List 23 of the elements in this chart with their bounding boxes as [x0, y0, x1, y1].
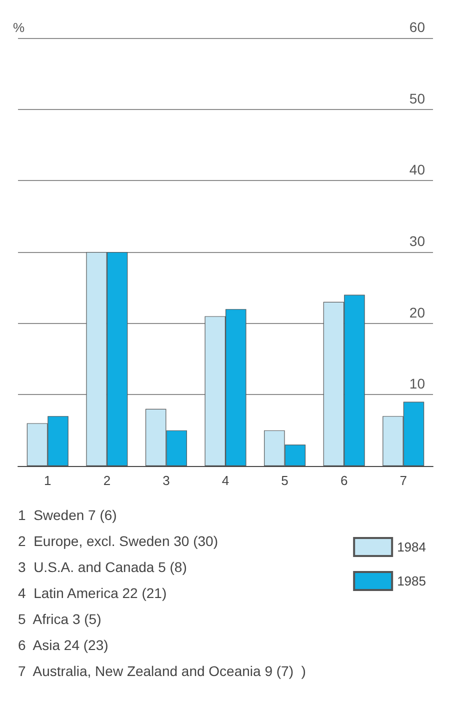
y-axis-title: % — [13, 20, 25, 35]
y-tick-label: 60 — [409, 19, 426, 35]
text: 1 Sweden 7 (6) — [18, 507, 117, 523]
y-tick-label: 40 — [409, 162, 426, 178]
y-tick-label: 20 — [409, 304, 426, 320]
text: 7 Australia, New Zealand and Oceania 9 (7) ) — [18, 663, 306, 679]
y-tick-label: 30 — [409, 233, 426, 249]
text: 2 Europe, excl. Sweden 30 (30) — [18, 533, 218, 549]
legend-label: 1985 — [397, 574, 426, 588]
x-tick-label: 5 — [281, 473, 288, 488]
x-tick-label: 2 — [103, 473, 111, 488]
x-tick-label: 4 — [222, 473, 230, 488]
y-tick-label: 10 — [409, 376, 426, 392]
y-tick-label: 50 — [409, 90, 426, 106]
x-tick-label: 7 — [400, 473, 407, 488]
x-tick-label: 6 — [340, 473, 348, 488]
text: 5 Africa 3 (5) — [18, 611, 102, 627]
text: 4 Latin America 22 (21) — [18, 585, 167, 601]
x-tick-label: 1 — [44, 473, 52, 488]
legend-label: 1984 — [397, 540, 426, 554]
x-tick-label: 3 — [162, 473, 170, 488]
text: 6 Asia 24 (23) — [18, 637, 108, 653]
text: 3 U.S.A. and Canada 5 (8) — [18, 559, 187, 575]
